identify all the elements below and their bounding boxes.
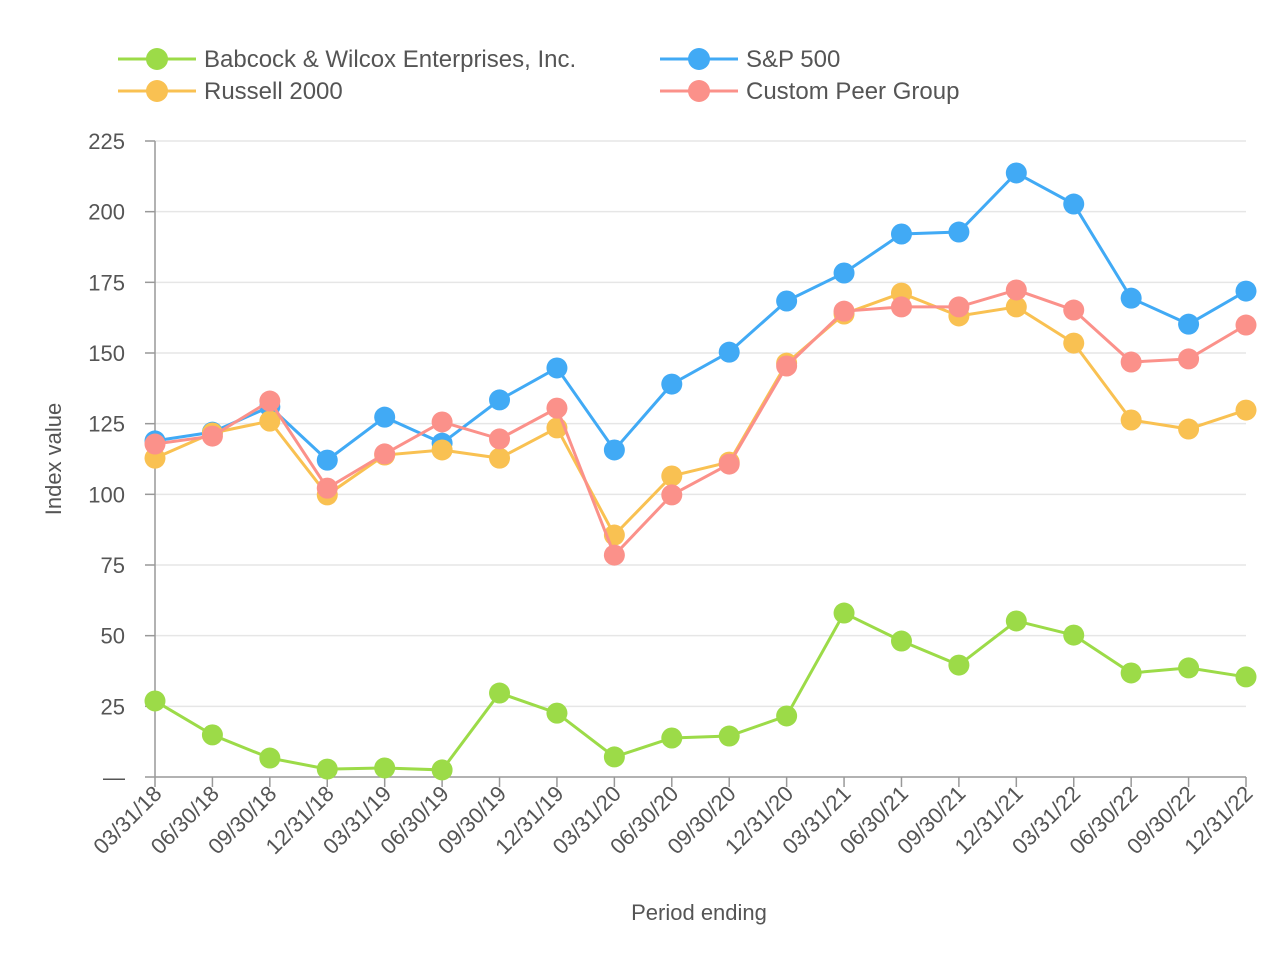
data-point bbox=[1120, 662, 1142, 684]
series-group bbox=[144, 162, 1257, 781]
legend-label: Custom Peer Group bbox=[746, 78, 959, 105]
data-point bbox=[489, 447, 511, 469]
data-point bbox=[661, 465, 683, 487]
legend-marker-icon bbox=[146, 80, 168, 102]
y-tick-label: 125 bbox=[88, 412, 125, 437]
data-point bbox=[1120, 351, 1142, 373]
data-point bbox=[489, 682, 511, 704]
data-point bbox=[374, 443, 396, 465]
data-point bbox=[1178, 313, 1200, 335]
data-point bbox=[1005, 279, 1027, 301]
data-point bbox=[890, 630, 912, 652]
data-point bbox=[259, 410, 281, 432]
data-point bbox=[546, 702, 568, 724]
data-point bbox=[489, 428, 511, 450]
data-point bbox=[661, 373, 683, 395]
data-point bbox=[890, 223, 912, 245]
data-point bbox=[1120, 409, 1142, 431]
data-point bbox=[431, 439, 453, 461]
data-point bbox=[718, 453, 740, 475]
data-point bbox=[144, 690, 166, 712]
data-point bbox=[201, 425, 223, 447]
legend-label: Russell 2000 bbox=[204, 78, 343, 105]
data-point bbox=[1063, 193, 1085, 215]
data-point bbox=[948, 296, 970, 318]
series-0 bbox=[144, 602, 1257, 781]
data-point bbox=[1120, 287, 1142, 309]
data-point bbox=[144, 433, 166, 455]
x-axis-label: Period ending bbox=[631, 900, 767, 925]
legend-marker-icon bbox=[688, 80, 710, 102]
data-point bbox=[316, 477, 338, 499]
data-point bbox=[489, 389, 511, 411]
data-point bbox=[1005, 296, 1027, 318]
data-point bbox=[661, 484, 683, 506]
data-point bbox=[1235, 399, 1257, 421]
data-point bbox=[259, 747, 281, 769]
data-point bbox=[948, 654, 970, 676]
data-point bbox=[431, 759, 453, 781]
legend: Babcock & Wilcox Enterprises, Inc. S&P 50… bbox=[118, 46, 959, 105]
data-point bbox=[603, 544, 625, 566]
legend-item[interactable]: Custom Peer Group bbox=[660, 78, 959, 105]
data-point bbox=[374, 406, 396, 428]
data-point bbox=[1235, 314, 1257, 336]
y-tick-label: 50 bbox=[101, 624, 125, 649]
data-point bbox=[316, 449, 338, 471]
data-point bbox=[1235, 666, 1257, 688]
series-line bbox=[154, 288, 1247, 558]
y-tick-label: 150 bbox=[88, 341, 125, 366]
data-point bbox=[546, 357, 568, 379]
y-tick-label: 75 bbox=[101, 553, 125, 578]
gridlines bbox=[155, 140, 1246, 708]
legend-marker-icon bbox=[146, 48, 168, 70]
data-point bbox=[776, 705, 798, 727]
data-point bbox=[718, 341, 740, 363]
data-point bbox=[948, 221, 970, 243]
y-tick-label: — bbox=[103, 765, 125, 790]
data-point bbox=[259, 390, 281, 412]
data-point bbox=[1178, 348, 1200, 370]
data-point bbox=[718, 725, 740, 747]
data-point bbox=[431, 411, 453, 433]
data-point bbox=[546, 397, 568, 419]
y-axis-label: Index value bbox=[41, 403, 66, 516]
legend-item[interactable]: Babcock & Wilcox Enterprises, Inc. bbox=[118, 46, 576, 73]
y-tick-label: 175 bbox=[88, 270, 125, 295]
y-tick-label: 200 bbox=[88, 200, 125, 225]
data-point bbox=[1063, 299, 1085, 321]
data-point bbox=[374, 757, 396, 779]
data-point bbox=[833, 602, 855, 624]
data-point bbox=[833, 262, 855, 284]
series-2 bbox=[144, 282, 1257, 546]
series-3 bbox=[144, 279, 1257, 566]
data-point bbox=[833, 300, 855, 322]
y-tick-label: 225 bbox=[88, 129, 125, 154]
data-point bbox=[316, 758, 338, 780]
y-tick-label: 100 bbox=[88, 482, 125, 507]
data-point bbox=[1005, 162, 1027, 184]
data-point bbox=[661, 727, 683, 749]
data-point bbox=[1178, 657, 1200, 679]
data-point bbox=[890, 296, 912, 318]
data-point bbox=[1063, 332, 1085, 354]
legend-label: S&P 500 bbox=[746, 46, 840, 73]
data-point bbox=[1063, 624, 1085, 646]
legend-item[interactable]: S&P 500 bbox=[660, 46, 840, 73]
data-point bbox=[1178, 418, 1200, 440]
data-point bbox=[603, 746, 625, 768]
legend-marker-icon bbox=[688, 48, 710, 70]
legend-item[interactable]: Russell 2000 bbox=[118, 78, 343, 105]
data-point bbox=[1005, 610, 1027, 632]
y-tick-label: 25 bbox=[101, 694, 125, 719]
data-point bbox=[201, 724, 223, 746]
data-point bbox=[776, 355, 798, 377]
data-point bbox=[1235, 280, 1257, 302]
series-line bbox=[154, 171, 1247, 463]
legend-label: Babcock & Wilcox Enterprises, Inc. bbox=[204, 46, 576, 73]
data-point bbox=[603, 439, 625, 461]
data-point bbox=[776, 290, 798, 312]
